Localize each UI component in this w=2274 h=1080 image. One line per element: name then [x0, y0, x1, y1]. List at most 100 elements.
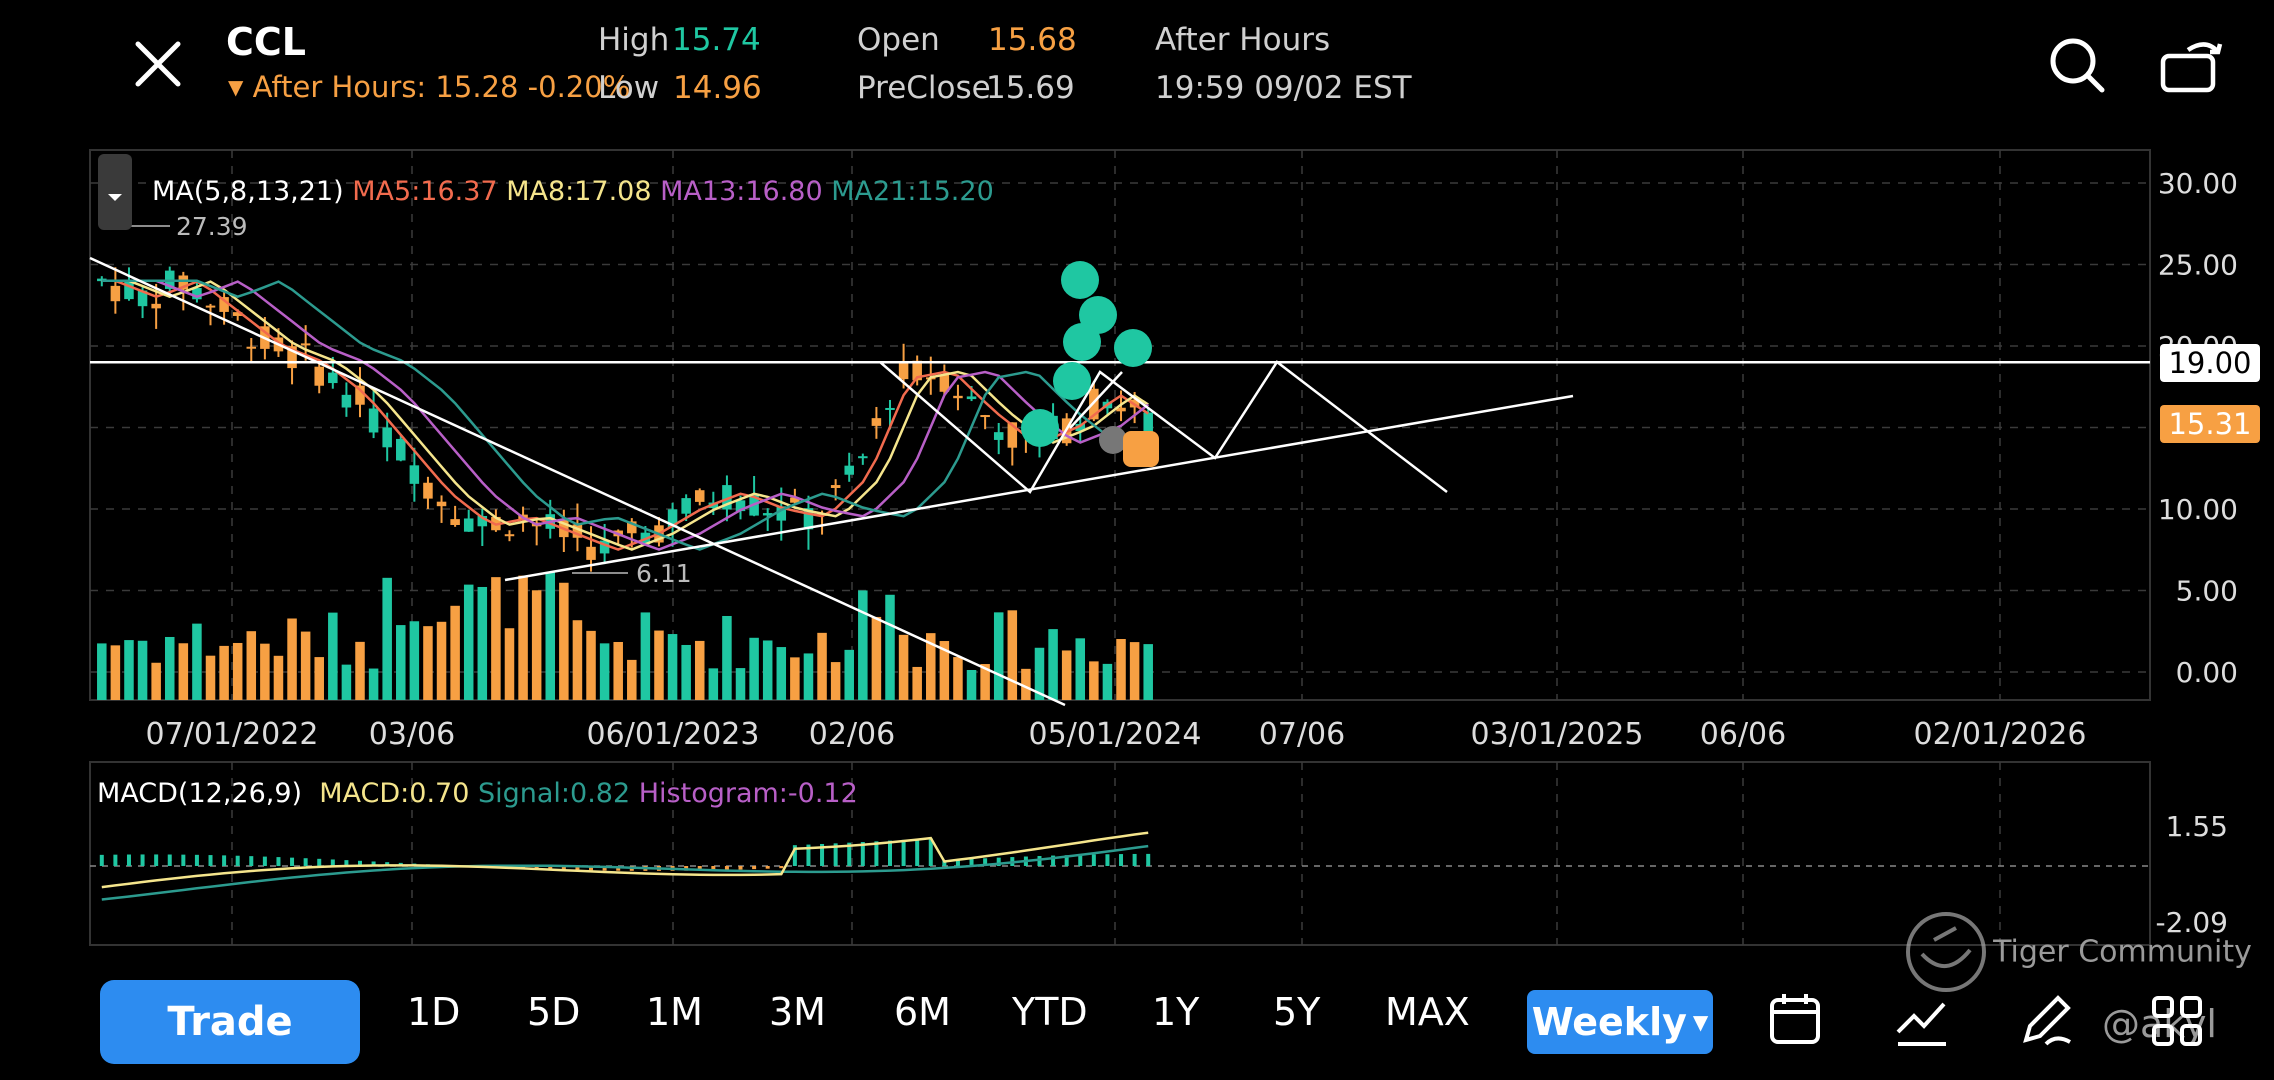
candle-body — [898, 362, 909, 380]
volume-bar — [776, 647, 787, 700]
volume-bar — [790, 657, 800, 700]
macd-histogram-bar — [955, 859, 960, 866]
more-grid-button[interactable] — [2150, 994, 2206, 1050]
close-button[interactable] — [128, 34, 188, 94]
calendar-button[interactable] — [1766, 990, 1826, 1050]
search-button[interactable] — [2046, 34, 2110, 98]
projection-path — [879, 360, 1448, 494]
volume-bar — [110, 645, 121, 700]
volume-bar — [314, 657, 324, 700]
interval-selector[interactable]: Weekly ▼ — [1527, 990, 1713, 1054]
tiger-logo-icon — [1906, 912, 1986, 992]
macd-histogram-bar — [534, 866, 539, 869]
macd-panel — [90, 831, 2150, 901]
orange-marker — [1123, 431, 1159, 467]
downtrend-line — [89, 256, 1066, 707]
dropdown-caret-icon: ▼ — [1692, 1010, 1709, 1034]
volume-bar — [178, 643, 189, 700]
gray-marker — [1099, 426, 1127, 454]
period-tab-3m[interactable]: 3M — [769, 990, 826, 1034]
volume-bar — [681, 644, 691, 700]
volume-bar — [273, 655, 284, 700]
signal-value: Signal:0.82 — [477, 778, 631, 809]
macd-y-tick: 1.55 — [2166, 810, 2228, 843]
volume-bar — [260, 643, 270, 700]
period-tab-5d[interactable]: 5D — [527, 990, 581, 1034]
macd-legend: MACD(12,26,9) MACD:0.70 Signal:0.82 Hist… — [97, 778, 858, 809]
ma5-value: MA5:16.37 — [352, 176, 498, 207]
macd-histogram-bar — [697, 866, 702, 871]
candle-body — [341, 394, 352, 408]
volume-bar — [966, 669, 977, 700]
macd-histogram-bar — [99, 854, 104, 866]
volume-bar — [409, 621, 420, 700]
volume-bar — [912, 666, 922, 700]
candle-body — [328, 372, 338, 384]
period-tab-max[interactable]: MAX — [1385, 990, 1470, 1034]
macd-histogram-bar — [711, 866, 716, 871]
candle-body — [205, 305, 216, 308]
volume-bar — [1061, 650, 1072, 700]
period-tab-ytd[interactable]: YTD — [1012, 990, 1088, 1034]
macd-histogram-bar — [276, 857, 281, 866]
candle-body — [287, 346, 297, 369]
pen-icon — [2023, 995, 2071, 1046]
period-tab-1y[interactable]: 1Y — [1152, 990, 1200, 1034]
volume-bar — [871, 616, 882, 700]
volume-bar — [830, 662, 841, 700]
session-label: After Hours — [1155, 22, 1331, 58]
period-tab-6m[interactable]: 6M — [894, 990, 951, 1034]
candle-body — [1007, 422, 1018, 448]
indicators-button[interactable] — [1892, 990, 1952, 1050]
rotate-screen-button[interactable] — [2158, 34, 2228, 98]
candle-body — [436, 501, 447, 507]
period-tab-1d[interactable]: 1D — [407, 990, 461, 1034]
volume-bar — [898, 634, 909, 700]
volume-bar — [463, 584, 474, 700]
macd-histogram-bar — [113, 854, 118, 866]
axis-labels: 30.0025.0020.0015.0010.005.000.0007/01/2… — [146, 167, 2238, 939]
volume-bar — [1007, 610, 1018, 700]
volume-bar — [1102, 663, 1113, 700]
tiger-community-watermark: Tiger Community — [1904, 910, 2252, 994]
macd-histogram-bar — [167, 854, 172, 866]
macd-histogram-bar — [222, 855, 227, 866]
y-tick-label: 25.00 — [2158, 249, 2238, 282]
volume-bar — [953, 657, 963, 700]
candle-body — [939, 374, 950, 392]
drawing-tool-button[interactable] — [2016, 990, 2076, 1050]
macd-histogram-bar — [806, 844, 811, 866]
volume-bar — [192, 623, 202, 700]
volume-bar — [694, 640, 705, 700]
volume-bar — [627, 659, 637, 700]
volume-bar — [97, 643, 107, 700]
candle-body — [192, 288, 202, 300]
candle-body — [1143, 412, 1153, 432]
volume-bar — [137, 640, 148, 700]
candle-body — [382, 427, 392, 448]
macd-histogram-bar — [942, 860, 947, 866]
volume-bar — [749, 637, 759, 700]
volume-bar — [1075, 638, 1086, 700]
moving-average-lines — [101, 279, 1149, 551]
candle-body — [586, 546, 596, 560]
volume-bar — [545, 571, 556, 700]
volume-bar — [246, 631, 257, 700]
macd-y-tick: -2.09 — [2156, 906, 2228, 939]
macd-histogram-bar — [194, 854, 199, 866]
price-line-badge[interactable]: 19.00 — [2160, 344, 2260, 382]
macd-histogram-bar — [371, 861, 376, 866]
volume-bar — [817, 632, 827, 700]
period-tab-1m[interactable]: 1M — [646, 990, 703, 1034]
macd-histogram-bar — [1146, 853, 1151, 866]
legend-toggle-button[interactable] — [98, 154, 132, 230]
macd-histogram-bar — [330, 859, 335, 866]
trade-button[interactable]: Trade — [100, 980, 360, 1064]
macd-histogram-bar — [874, 841, 879, 866]
ma-line-1 — [101, 279, 1149, 551]
period-tab-5y[interactable]: 5Y — [1273, 990, 1321, 1034]
volume-bar — [1021, 668, 1031, 700]
macd-histogram-bar — [561, 866, 566, 870]
candle-body — [572, 524, 583, 538]
